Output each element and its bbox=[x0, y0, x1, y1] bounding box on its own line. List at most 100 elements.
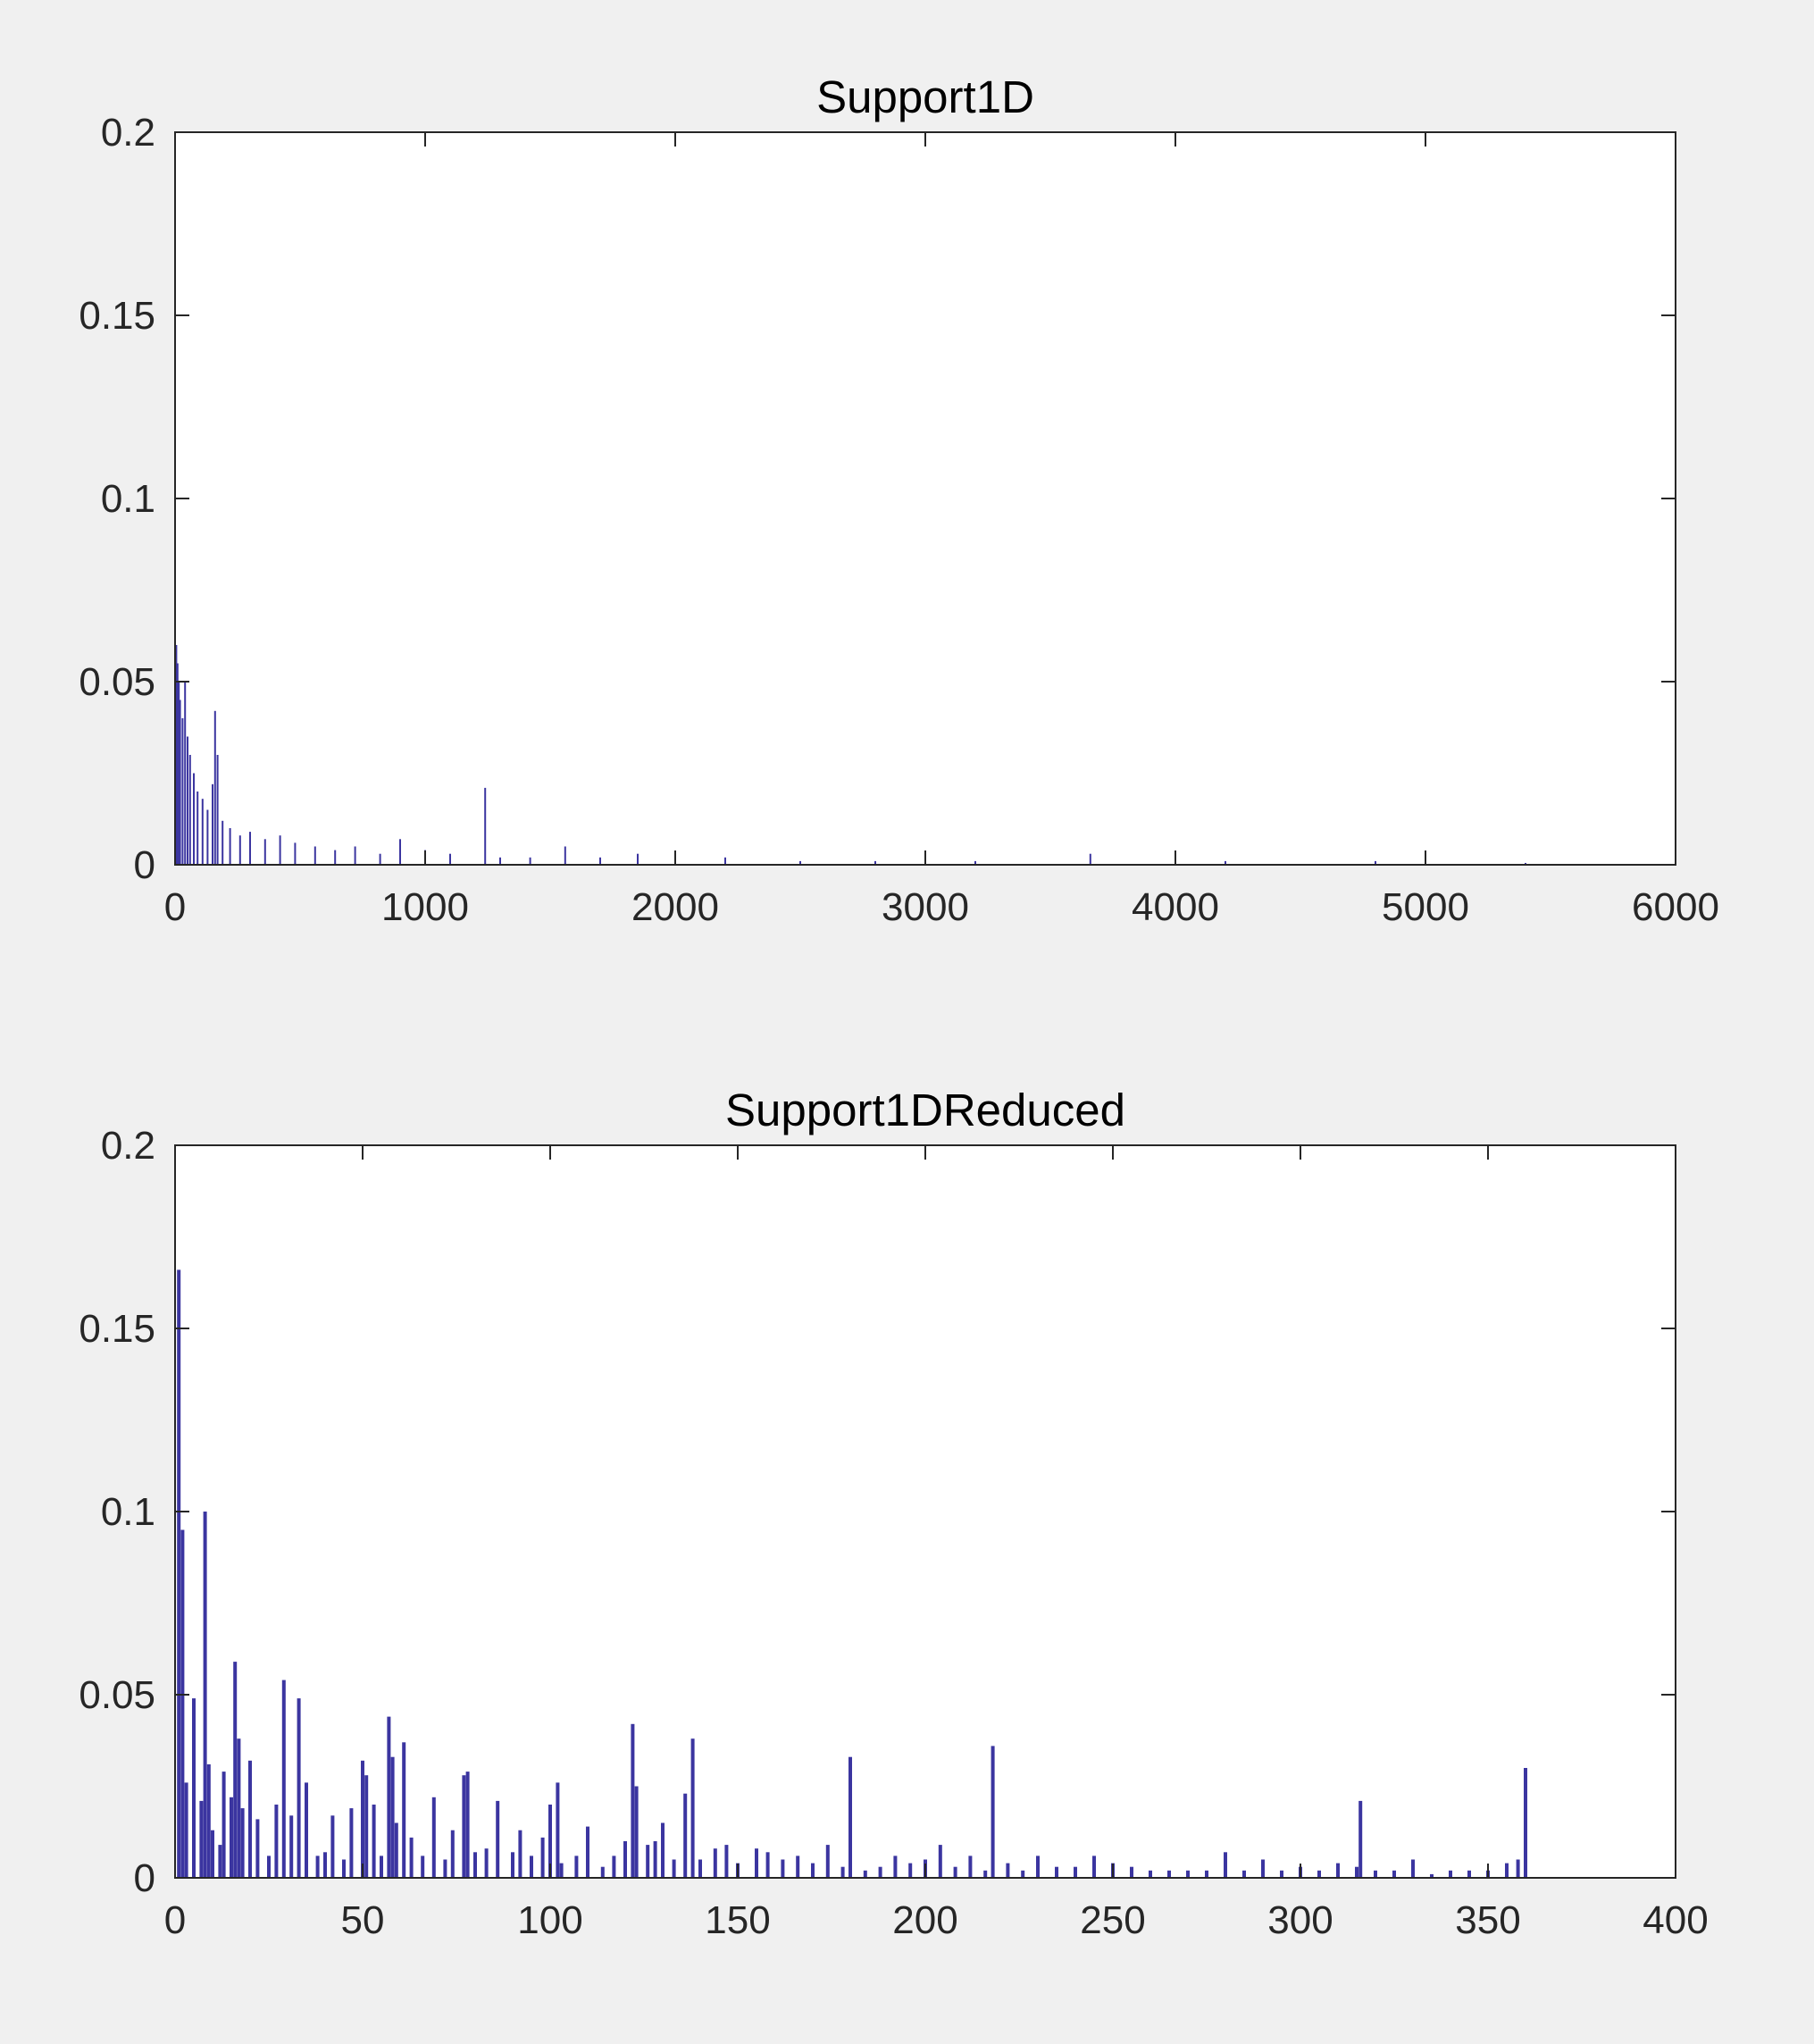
bar bbox=[1375, 860, 1376, 865]
bar bbox=[1524, 1768, 1527, 1878]
bar bbox=[399, 839, 401, 865]
y-tick-label: 0.2 bbox=[101, 1124, 155, 1168]
bar bbox=[518, 1830, 522, 1878]
bar bbox=[1089, 853, 1091, 865]
bar bbox=[274, 1805, 279, 1878]
bar bbox=[1006, 1863, 1010, 1878]
bar bbox=[765, 1852, 770, 1878]
bar bbox=[825, 1845, 830, 1878]
bar bbox=[1516, 1859, 1520, 1878]
bar bbox=[402, 1742, 406, 1878]
bar bbox=[1225, 860, 1226, 865]
bar bbox=[218, 1845, 222, 1878]
x-tick-label: 1000 bbox=[381, 885, 469, 929]
bar bbox=[1036, 1856, 1040, 1878]
bar bbox=[1242, 1870, 1246, 1878]
bar bbox=[548, 1805, 552, 1878]
bar bbox=[248, 1760, 252, 1878]
bar bbox=[184, 1782, 188, 1878]
bar bbox=[724, 1845, 729, 1878]
bar bbox=[230, 1797, 233, 1878]
bar bbox=[938, 1845, 942, 1878]
x-tick-label: 100 bbox=[517, 1898, 582, 1942]
bar bbox=[893, 1856, 898, 1878]
bar bbox=[237, 1738, 241, 1878]
bar bbox=[380, 1856, 383, 1878]
x-tick-label: 200 bbox=[892, 1898, 957, 1942]
chart-2: 0 50 100 150 200 250 300 350 400 0 0.05 0.1 0.15 0.2 S… bbox=[79, 1085, 1708, 1942]
bar bbox=[187, 736, 188, 865]
bar bbox=[1392, 1870, 1396, 1878]
bar bbox=[637, 853, 639, 865]
bar bbox=[683, 1793, 688, 1878]
bar bbox=[1280, 1870, 1283, 1878]
bar bbox=[390, 1756, 395, 1878]
bar bbox=[631, 1723, 635, 1878]
plot-area bbox=[175, 132, 1676, 865]
bar bbox=[799, 860, 801, 865]
bar bbox=[255, 1819, 260, 1878]
bar bbox=[484, 787, 487, 865]
bar bbox=[908, 1863, 913, 1878]
bar bbox=[672, 1859, 676, 1878]
bar bbox=[661, 1822, 665, 1878]
bar bbox=[238, 835, 241, 865]
bar bbox=[203, 1512, 207, 1878]
bar bbox=[192, 1698, 196, 1878]
bar bbox=[612, 1856, 616, 1878]
bar bbox=[840, 1866, 845, 1878]
bar bbox=[184, 682, 187, 865]
y-tick-label: 0.05 bbox=[79, 660, 155, 704]
bar bbox=[1358, 1800, 1363, 1878]
bar bbox=[848, 1756, 852, 1878]
bar bbox=[781, 1859, 785, 1878]
bar bbox=[1449, 1870, 1452, 1878]
bar bbox=[1130, 1866, 1133, 1878]
bar bbox=[449, 853, 451, 865]
bar bbox=[530, 1856, 533, 1878]
bar bbox=[600, 1866, 605, 1878]
x-tick-label: 6000 bbox=[1632, 885, 1719, 929]
bar bbox=[196, 792, 199, 865]
bar bbox=[556, 1782, 560, 1878]
x-tick-label: 350 bbox=[1455, 1898, 1520, 1942]
x-tick-label: 300 bbox=[1267, 1898, 1333, 1942]
bar bbox=[175, 645, 178, 865]
bar bbox=[540, 1837, 545, 1878]
bar bbox=[409, 1837, 414, 1878]
x-tick-label: 3000 bbox=[882, 885, 969, 929]
bar bbox=[1525, 862, 1526, 865]
bar bbox=[1430, 1873, 1434, 1878]
bar bbox=[646, 1845, 650, 1878]
x-tick-label: 0 bbox=[164, 1898, 186, 1942]
y-tick-label: 0.1 bbox=[101, 477, 155, 521]
bar bbox=[289, 1815, 294, 1878]
bar bbox=[354, 846, 356, 865]
bar bbox=[983, 1870, 988, 1878]
bar bbox=[323, 1852, 327, 1878]
bar bbox=[216, 755, 219, 865]
bar bbox=[394, 1822, 398, 1878]
bar bbox=[586, 1826, 589, 1878]
bar bbox=[874, 860, 876, 865]
bar bbox=[968, 1856, 973, 1878]
bar bbox=[315, 1856, 320, 1878]
bar bbox=[450, 1830, 455, 1878]
bar bbox=[206, 809, 209, 865]
bar bbox=[1261, 1859, 1265, 1878]
bar bbox=[193, 773, 195, 865]
bar bbox=[1055, 1866, 1058, 1878]
y-tick-label: 0.1 bbox=[101, 1490, 155, 1534]
bar bbox=[863, 1870, 867, 1878]
bar bbox=[443, 1859, 447, 1878]
bar bbox=[796, 1856, 800, 1878]
bar bbox=[623, 1841, 627, 1878]
bar bbox=[724, 857, 726, 865]
bar bbox=[177, 1269, 181, 1878]
bar bbox=[653, 1841, 657, 1878]
bar bbox=[1317, 1870, 1321, 1878]
bar bbox=[281, 1680, 286, 1878]
bar bbox=[499, 857, 501, 865]
bar bbox=[387, 1716, 391, 1878]
bar bbox=[564, 846, 566, 865]
